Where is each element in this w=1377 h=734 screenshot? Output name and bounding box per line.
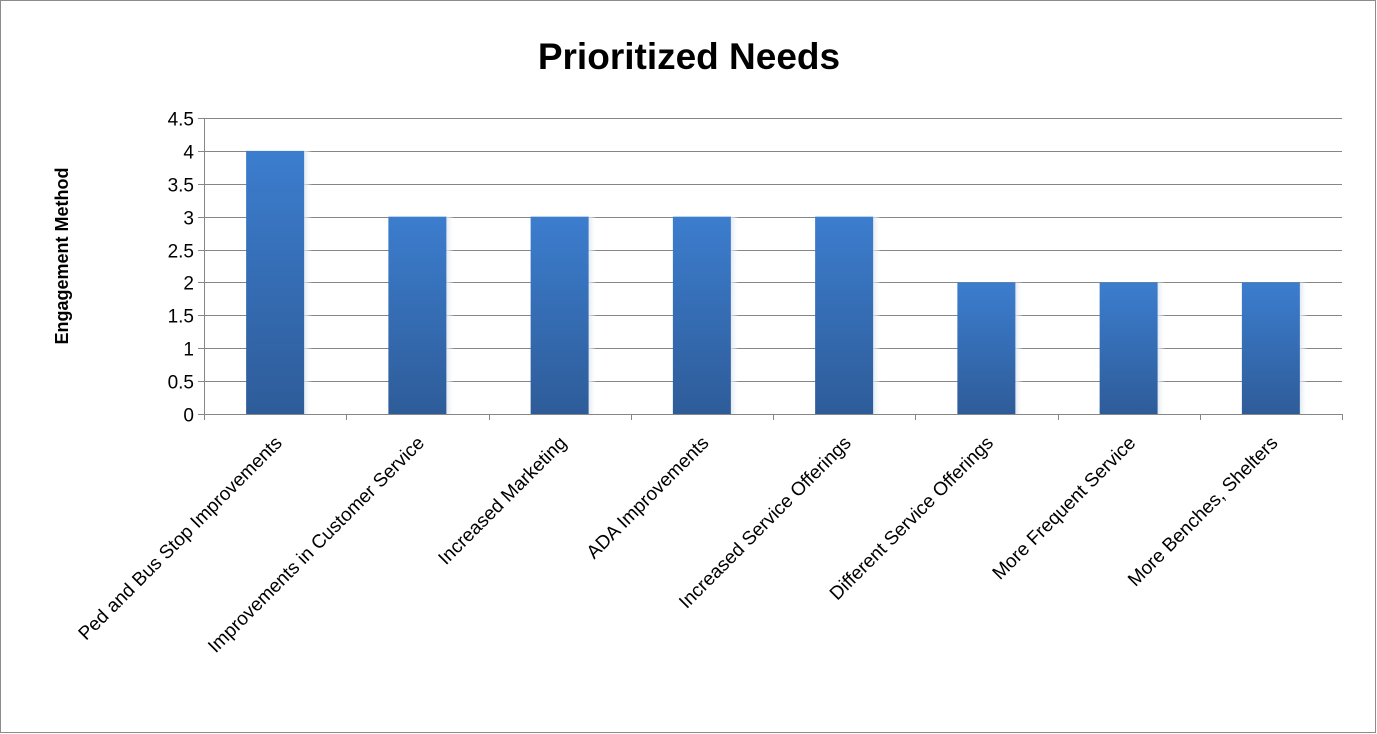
y-tick-label: 1.5 — [168, 307, 194, 328]
bar — [1241, 282, 1300, 414]
y-tick-label: 3.5 — [168, 176, 194, 197]
y-tick-label: 0 — [183, 406, 194, 427]
y-tick-label: 2 — [183, 274, 194, 295]
gridlines — [198, 118, 1343, 420]
bars — [246, 150, 1308, 414]
bar-shadow — [1299, 282, 1308, 414]
x-tick-label: More Frequent Service — [989, 433, 1140, 584]
bar-shadow — [873, 216, 882, 414]
x-axis-ticks: Ped and Bus Stop ImprovementsImprovement… — [75, 433, 1283, 658]
bar — [246, 150, 305, 414]
bar-shadow — [588, 216, 597, 414]
bar — [388, 216, 447, 414]
y-axis-label: Engagement Method — [52, 167, 72, 344]
y-tick-label: 3 — [183, 209, 194, 230]
bar — [1099, 282, 1158, 414]
x-tick-label: Increased Marketing — [435, 433, 572, 570]
bar — [815, 216, 874, 414]
x-tick-label: ADA Improvements — [583, 433, 714, 564]
chart-title: Prioritized Needs — [538, 36, 840, 77]
x-tick-label: Different Service Offerings — [826, 433, 998, 605]
bar-shadow — [1015, 282, 1024, 414]
y-tick-label: 1 — [183, 340, 194, 361]
bar — [957, 282, 1016, 414]
y-tick-label: 2.5 — [168, 242, 194, 263]
y-tick-label: 4.5 — [168, 110, 194, 131]
bar — [530, 216, 589, 414]
bar-shadow — [446, 216, 455, 414]
bar-shadow — [730, 216, 739, 414]
bar-shadow — [304, 150, 313, 414]
bar — [672, 216, 731, 414]
y-axis-ticks: 0 0.5 1 1.5 2 2.5 3 3.5 4 4.5 — [168, 110, 195, 427]
x-tick-label: More Benches, Shelters — [1124, 433, 1282, 591]
y-tick-label: 0.5 — [168, 373, 194, 394]
bar-shadow — [1157, 282, 1166, 414]
y-tick-label: 4 — [183, 143, 194, 164]
